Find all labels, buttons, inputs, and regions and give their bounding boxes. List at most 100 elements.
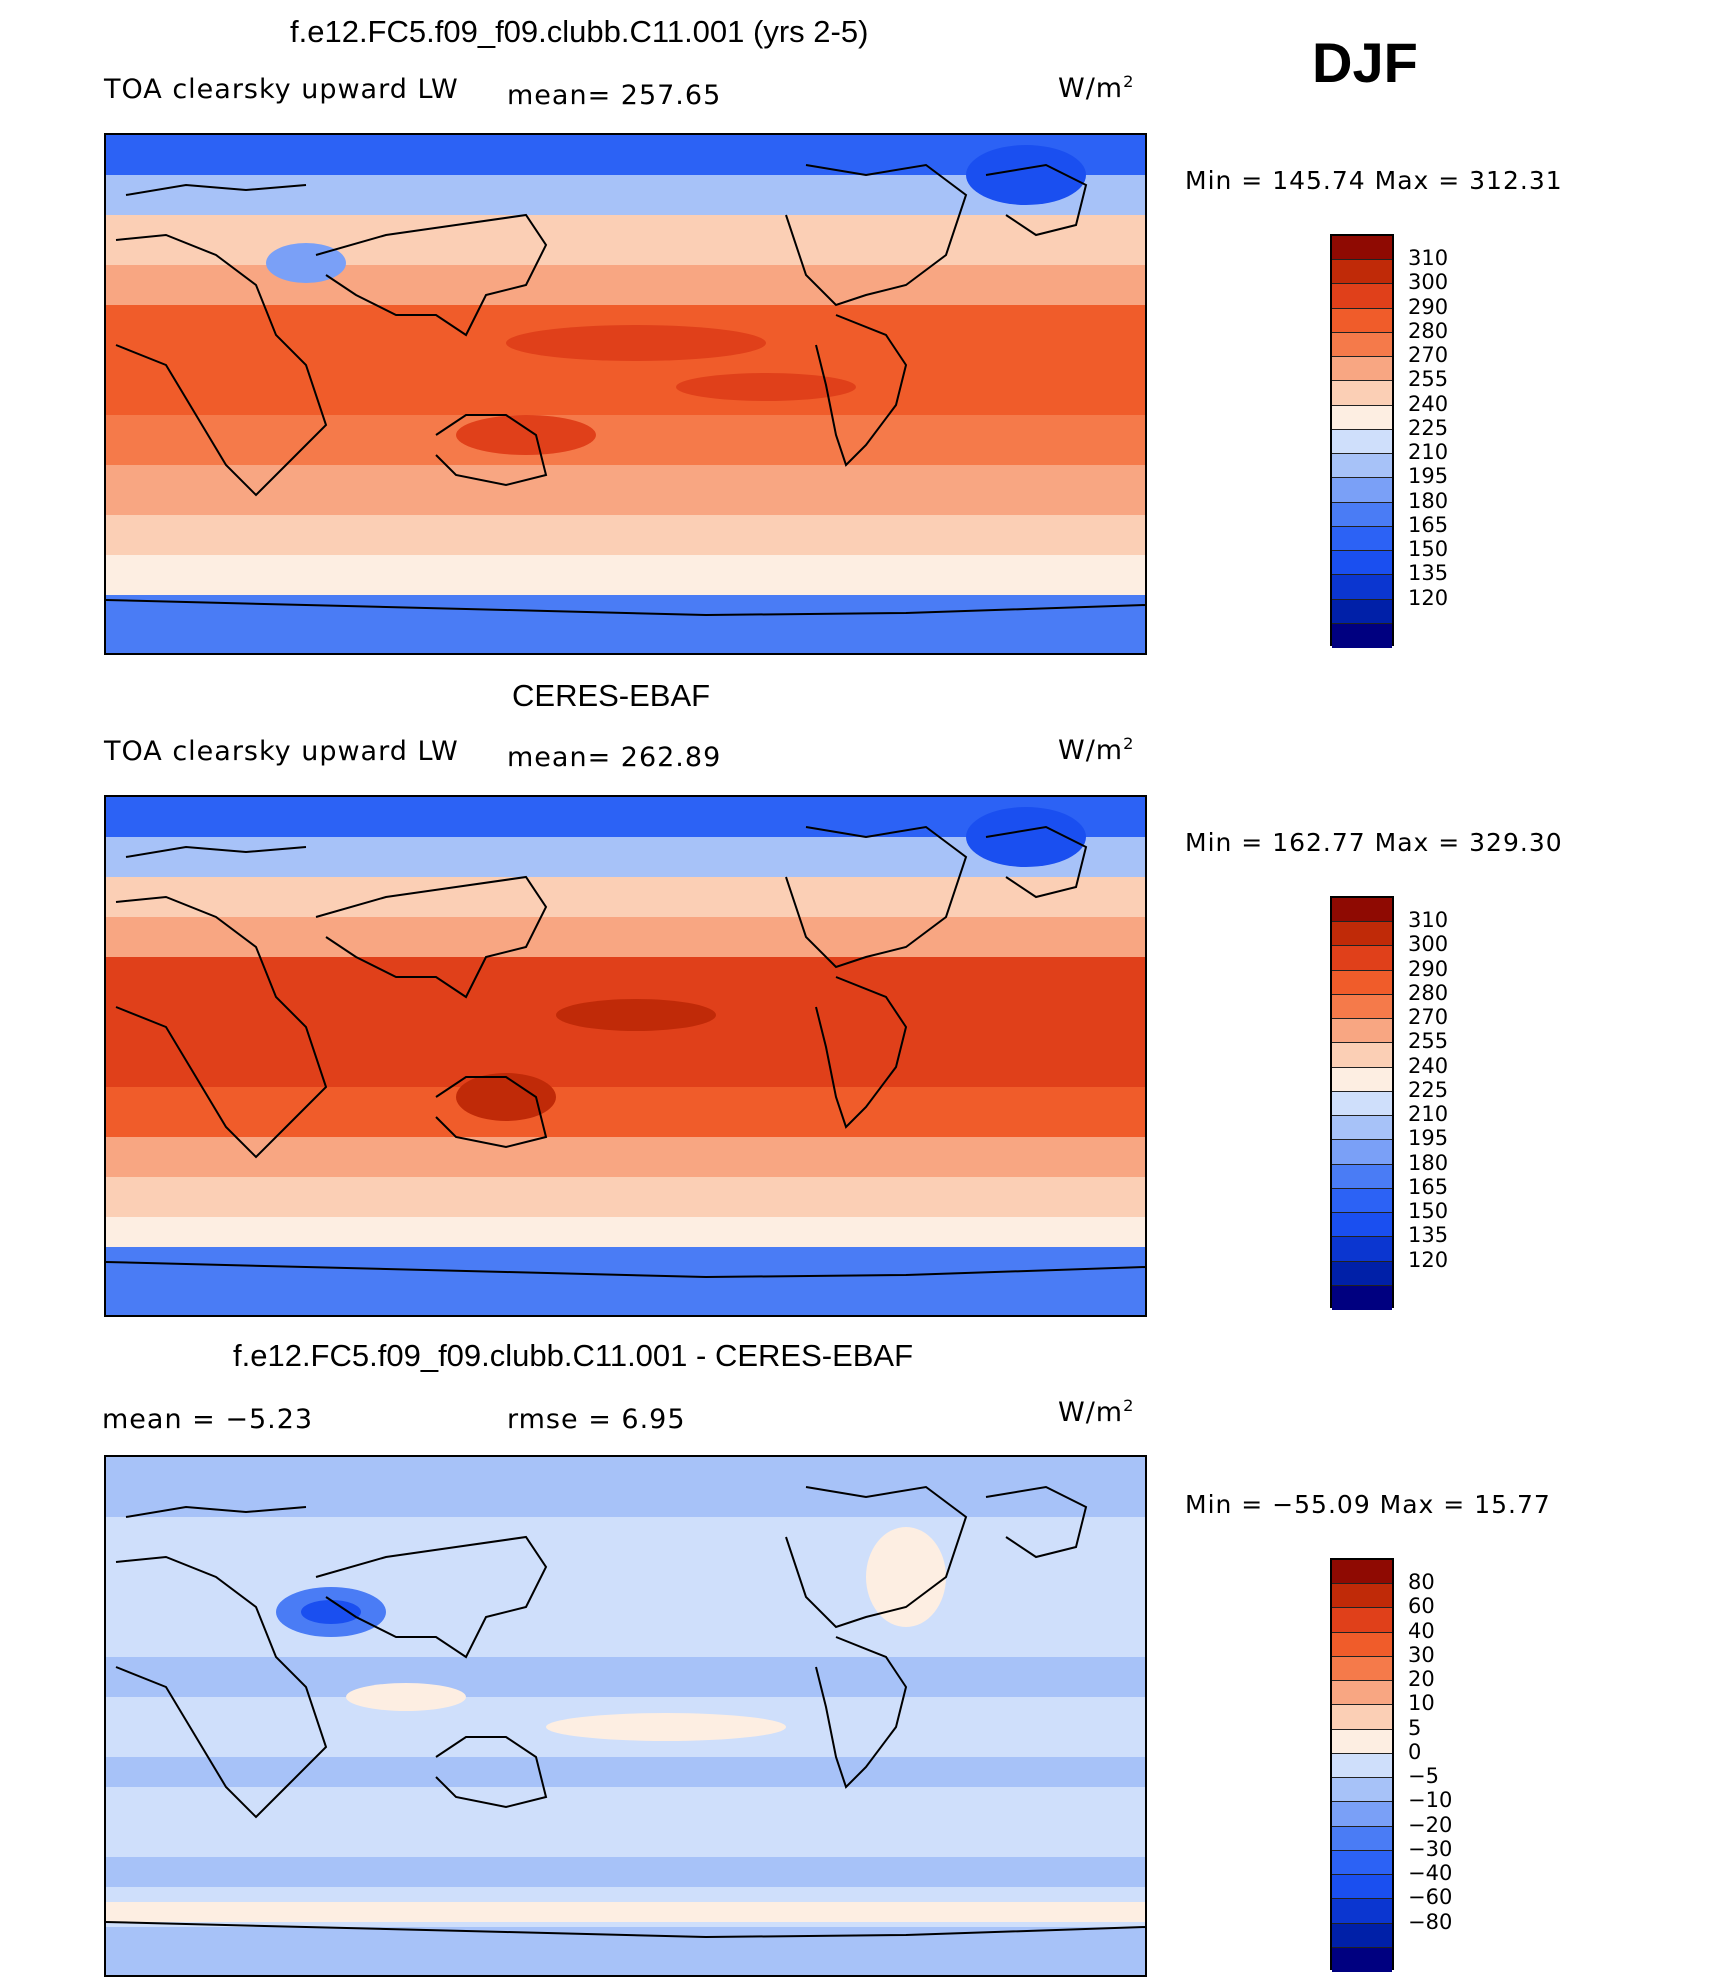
- colorbar-tick-label: 20: [1408, 1667, 1435, 1692]
- colorbar-swatch: [1332, 1705, 1392, 1730]
- panel1-mean-label: mean= 257.65: [507, 80, 722, 111]
- colorbar-swatch: [1332, 332, 1392, 358]
- colorbar-tick-label: 0: [1408, 1739, 1422, 1764]
- colorbar-swatch: [1332, 454, 1392, 479]
- colorbar-swatch: [1332, 1850, 1392, 1876]
- colorbar-swatch: [1332, 946, 1392, 971]
- colorbar-tick-label: 225: [1408, 415, 1449, 440]
- colorbar-tick-label: 310: [1408, 246, 1449, 271]
- panel3-mean-label: mean = −5.23: [102, 1404, 314, 1435]
- colorbar-tick-label: 310: [1408, 908, 1449, 933]
- colorbar-swatch: [1332, 1778, 1392, 1803]
- colorbar-swatch: [1332, 1043, 1392, 1068]
- colorbar-swatch: [1332, 1584, 1392, 1609]
- colorbar-swatch: [1332, 1164, 1392, 1189]
- panel3-colorbar-labels: 80 60 40 30 20 10 5 0 −5 −10 −20 −30 −40 −60 −80: [1408, 1558, 1488, 1970]
- colorbar-swatch: [1332, 1285, 1392, 1310]
- colorbar-tick-label: 180: [1408, 1150, 1449, 1175]
- colorbar-tick-label: 195: [1408, 1126, 1449, 1151]
- colorbar-tick-label: 195: [1408, 464, 1449, 489]
- colorbar-tick-label: 270: [1408, 1005, 1449, 1030]
- colorbar-tick-label: 150: [1408, 1199, 1449, 1224]
- colorbar-tick-label: 300: [1408, 932, 1449, 957]
- panel1-map: [104, 133, 1147, 655]
- colorbar-swatch: [1332, 236, 1392, 261]
- colorbar-swatch: [1332, 1188, 1392, 1214]
- colorbar-tick-label: 240: [1408, 1053, 1449, 1078]
- colorbar-swatch: [1332, 623, 1392, 648]
- colorbar-swatch: [1332, 478, 1392, 503]
- colorbar-tick-label: 210: [1408, 440, 1449, 465]
- colorbar-swatch: [1332, 1681, 1392, 1706]
- colorbar-tick-label: 80: [1408, 1570, 1435, 1595]
- colorbar-swatch: [1332, 308, 1392, 333]
- panel3-units: W/m2: [1058, 1396, 1135, 1428]
- colorbar-swatch: [1332, 1899, 1392, 1924]
- colorbar-swatch: [1332, 1019, 1392, 1044]
- colorbar-swatch: [1332, 1213, 1392, 1238]
- panel1-units: W/m2: [1058, 72, 1135, 104]
- colorbar-tick-label: 60: [1408, 1594, 1435, 1619]
- colorbar-tick-label: 290: [1408, 294, 1449, 319]
- colorbar-swatch: [1332, 1116, 1392, 1141]
- colorbar-tick-label: −40: [1408, 1861, 1453, 1886]
- colorbar-tick-label: 40: [1408, 1618, 1435, 1643]
- panel2-title: CERES-EBAF: [512, 678, 711, 713]
- panel3-title: f.e12.FC5.f09_f09.clubb.C11.001 - CERES-…: [233, 1338, 914, 1373]
- panel2-minmax: Min = 162.77 Max = 329.30: [1185, 828, 1563, 857]
- panel2-variable-label: TOA clearsky upward LW: [104, 736, 459, 767]
- colorbar-swatch: [1332, 599, 1392, 624]
- colorbar-tick-label: 225: [1408, 1077, 1449, 1102]
- colorbar-tick-label: 120: [1408, 585, 1449, 610]
- colorbar-tick-label: 255: [1408, 1029, 1449, 1054]
- colorbar-swatch: [1332, 429, 1392, 455]
- colorbar-swatch: [1332, 526, 1392, 552]
- colorbar-tick-label: 5: [1408, 1715, 1422, 1740]
- colorbar-swatch: [1332, 1826, 1392, 1851]
- colorbar-tick-label: −30: [1408, 1836, 1453, 1861]
- panel1-colorbar-labels: 310 300 290 280 270 255 240 225 210 195 180 165 150 1…: [1408, 234, 1488, 646]
- colorbar-tick-label: 10: [1408, 1691, 1435, 1716]
- colorbar-swatch: [1332, 994, 1392, 1020]
- colorbar-swatch: [1332, 1237, 1392, 1262]
- colorbar-tick-label: −60: [1408, 1885, 1453, 1910]
- panel3-minmax: Min = −55.09 Max = 15.77: [1185, 1490, 1551, 1519]
- colorbar-tick-label: 150: [1408, 537, 1449, 562]
- panel1-minmax: Min = 145.74 Max = 312.31: [1185, 166, 1563, 195]
- colorbar-swatch: [1332, 1067, 1392, 1092]
- panel1-map-field: [106, 135, 1145, 653]
- colorbar-tick-label: 180: [1408, 488, 1449, 513]
- colorbar-swatch: [1332, 1875, 1392, 1900]
- panel3-colorbar: [1330, 1558, 1394, 1972]
- colorbar-swatch: [1332, 502, 1392, 527]
- colorbar-swatch: [1332, 1608, 1392, 1633]
- colorbar-tick-label: −5: [1408, 1764, 1439, 1789]
- colorbar-swatch: [1332, 381, 1392, 406]
- colorbar-tick-label: 165: [1408, 1174, 1449, 1199]
- colorbar-tick-label: 270: [1408, 343, 1449, 368]
- colorbar-tick-label: 290: [1408, 956, 1449, 981]
- colorbar-tick-label: 255: [1408, 367, 1449, 392]
- colorbar-tick-label: −10: [1408, 1788, 1453, 1813]
- colorbar-swatch: [1332, 1753, 1392, 1779]
- panel3-map-field: [106, 1457, 1145, 1975]
- colorbar-swatch: [1332, 1560, 1392, 1585]
- panel2-colorbar: [1330, 896, 1394, 1310]
- colorbar-swatch: [1332, 1632, 1392, 1657]
- panel1-colorbar: [1330, 234, 1394, 648]
- season-label: DJF: [1312, 31, 1418, 94]
- colorbar-swatch: [1332, 898, 1392, 923]
- panel1-variable-label: TOA clearsky upward LW: [104, 74, 459, 105]
- colorbar-tick-label: 120: [1408, 1247, 1449, 1272]
- colorbar-swatch: [1332, 1140, 1392, 1165]
- colorbar-swatch: [1332, 575, 1392, 600]
- colorbar-tick-label: 280: [1408, 318, 1449, 343]
- colorbar-tick-label: −20: [1408, 1812, 1453, 1837]
- colorbar-swatch: [1332, 551, 1392, 576]
- colorbar-tick-label: 280: [1408, 980, 1449, 1005]
- colorbar-tick-label: 165: [1408, 512, 1449, 537]
- colorbar-tick-label: 210: [1408, 1102, 1449, 1127]
- colorbar-tick-label: 300: [1408, 270, 1449, 295]
- colorbar-swatch: [1332, 1947, 1392, 1972]
- panel1-title: f.e12.FC5.f09_f09.clubb.C11.001 (yrs 2-5…: [290, 14, 869, 49]
